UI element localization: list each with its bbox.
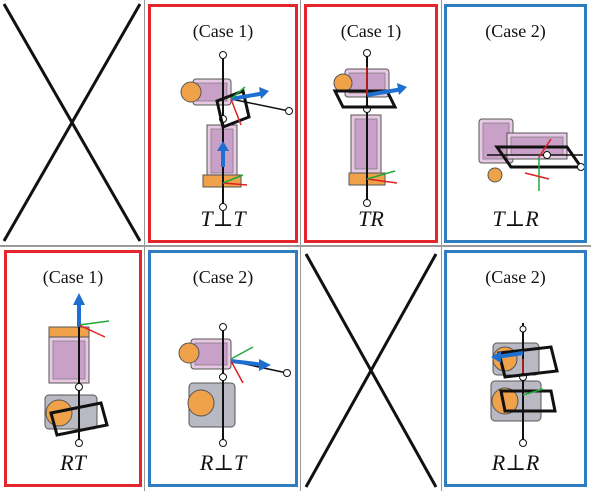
case-cell-r1c4: (Case 2) T⊥R bbox=[444, 4, 587, 243]
grid-divider-vertical-1 bbox=[144, 0, 145, 491]
cross-mark-icon bbox=[304, 253, 438, 488]
robot-module-figure bbox=[178, 323, 291, 447]
math-label: R⊥T bbox=[199, 450, 247, 475]
empty-cell-r1c1 bbox=[0, 0, 144, 245]
case-cell-r1c2: (Case 1) T⊥T bbox=[148, 4, 298, 243]
cross-mark-icon bbox=[2, 3, 142, 242]
case-cell-r2c4: (Case 2) R⊥R bbox=[444, 250, 587, 487]
case-label: (Case 1) bbox=[42, 267, 104, 287]
case-label: (Case 1) bbox=[340, 21, 402, 41]
math-label: RT bbox=[60, 450, 86, 475]
robot-module-figure bbox=[44, 293, 110, 447]
grid-divider-vertical-2 bbox=[300, 0, 301, 491]
math-label: T⊥T bbox=[200, 206, 246, 231]
case-label: (Case 1) bbox=[192, 21, 254, 41]
grid-divider-horizontal bbox=[0, 245, 591, 247]
math-label: TR bbox=[358, 206, 384, 231]
case-label: (Case 2) bbox=[485, 21, 546, 41]
case-label: (Case 2) bbox=[192, 267, 254, 287]
robot-module-figure bbox=[490, 323, 559, 447]
case-cell-r2c2: (Case 2) R⊥T bbox=[148, 250, 298, 487]
empty-cell-r2c3 bbox=[302, 250, 440, 491]
case-label: (Case 2) bbox=[485, 267, 546, 287]
robot-module-figure bbox=[478, 118, 584, 191]
case-cell-r1c3: (Case 1) TR bbox=[304, 4, 438, 243]
grid-divider-vertical-3 bbox=[441, 0, 442, 491]
robot-module-figure bbox=[180, 51, 293, 211]
case-cell-r2c1: (Case 1) RT bbox=[4, 250, 142, 487]
robot-module-figure bbox=[332, 49, 407, 207]
math-label: R⊥R bbox=[491, 450, 540, 475]
math-label: T⊥R bbox=[492, 206, 539, 231]
